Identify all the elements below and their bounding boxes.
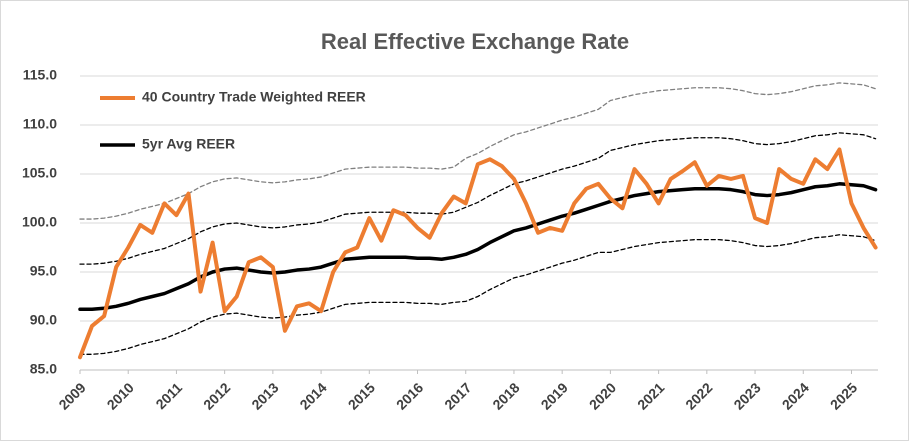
series-line	[79, 82, 877, 220]
y-tick-label: 95.0	[30, 263, 57, 279]
series-line	[78, 147, 878, 360]
chart-title: Real Effective Exchange Rate	[321, 29, 629, 54]
y-tick-label: 90.0	[30, 312, 57, 328]
y-tick-label: 85.0	[30, 361, 57, 377]
legend-label: 40 Country Trade Weighted REER	[142, 89, 366, 105]
y-tick-label: 105.0	[22, 165, 57, 181]
series-line	[79, 234, 877, 355]
y-tick-label: 115.0	[23, 67, 57, 83]
y-tick-label: 110.0	[23, 116, 57, 132]
series-line	[78, 182, 878, 311]
y-tick-label: 100.0	[22, 214, 57, 230]
series-line	[79, 132, 877, 265]
legend-label: 5yr Avg REER	[142, 136, 235, 152]
